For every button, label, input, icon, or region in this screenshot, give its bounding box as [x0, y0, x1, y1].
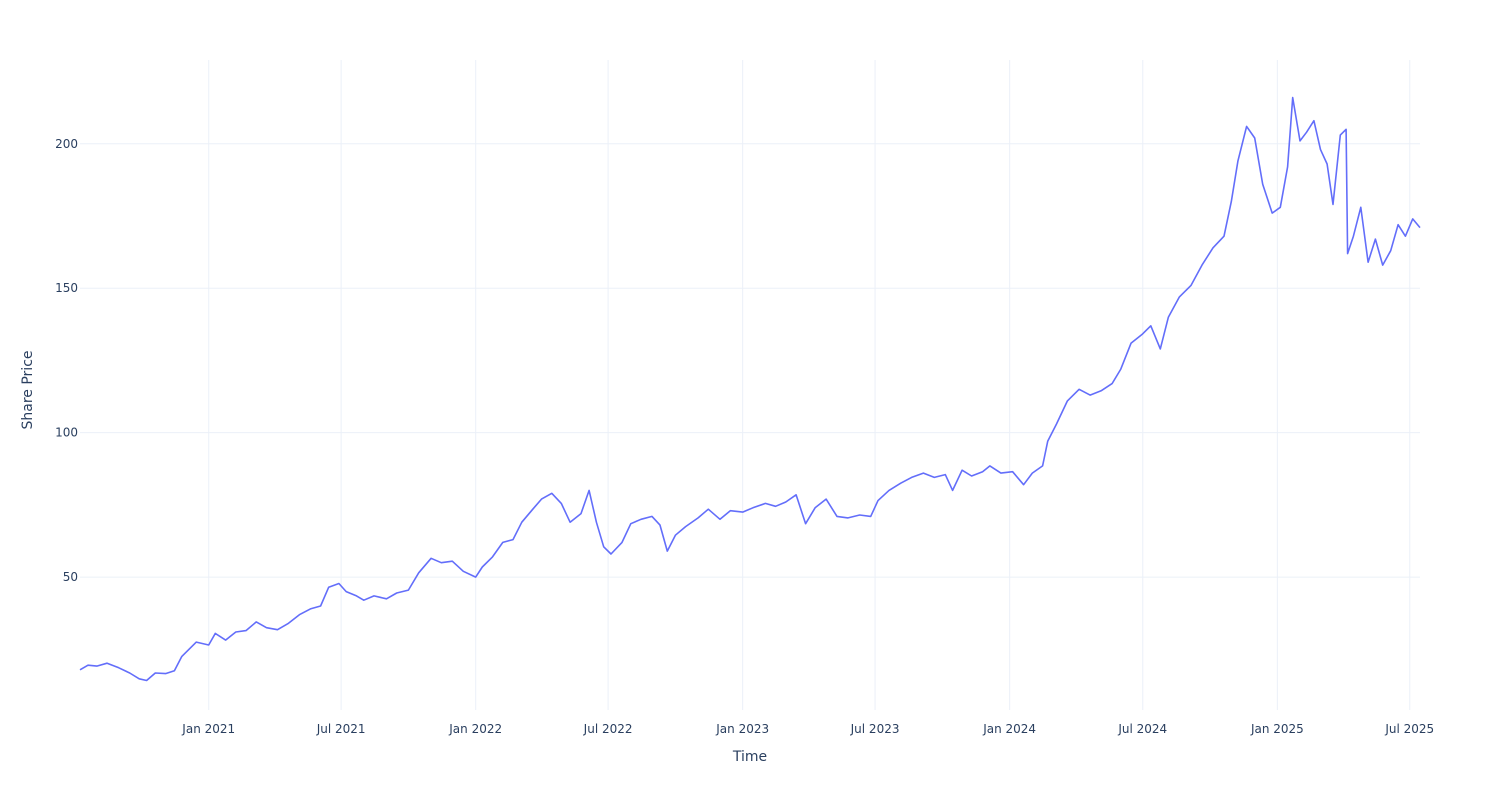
x-tick-label: Jan 2021 [181, 722, 235, 736]
series-layer [79, 96, 1421, 682]
x-tick-label: Jan 2022 [448, 722, 502, 736]
x-tick-label: Jan 2025 [1250, 722, 1304, 736]
x-tick-label: Jul 2022 [583, 722, 633, 736]
y-tick-label: 50 [63, 570, 78, 584]
x-tick-label: Jul 2023 [850, 722, 900, 736]
grid-layer [80, 60, 1420, 710]
series-line [79, 96, 1421, 682]
y-axis-ticks: 50 100 150 200 [55, 137, 78, 584]
x-tick-label: Jul 2021 [316, 722, 366, 736]
x-axis-ticks: Jan 2021 Jul 2021 Jan 2022 Jul 2022 Jan 2023… [181, 722, 1434, 736]
y-tick-label: 100 [55, 426, 78, 440]
y-tick-label: 200 [55, 137, 78, 151]
x-tick-label: Jan 2024 [982, 722, 1036, 736]
x-tick-label: Jan 2023 [715, 722, 769, 736]
x-axis-title: Time [732, 749, 767, 765]
y-axis-title: Share Price [20, 350, 36, 429]
x-tick-label: Jul 2024 [1117, 722, 1167, 736]
y-tick-label: 150 [55, 281, 78, 295]
x-tick-label: Jul 2025 [1384, 722, 1434, 736]
